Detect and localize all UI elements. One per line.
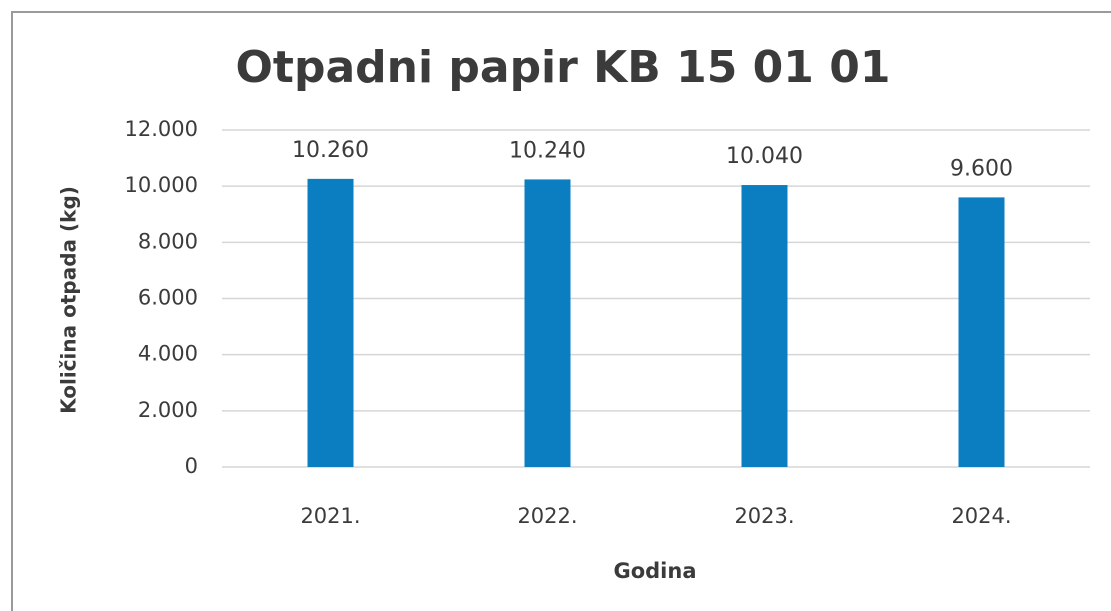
x-tick-label: 2021.: [300, 504, 360, 528]
y-tick-label: 12.000: [125, 117, 198, 141]
y-tick-label: 8.000: [138, 229, 198, 253]
data-label: 10.260: [292, 138, 369, 163]
chart-title: Otpadni papir KB 15 01 01: [236, 42, 891, 93]
y-tick-label: 4.000: [138, 342, 198, 366]
bar: [958, 197, 1005, 467]
y-tick-label: 10.000: [125, 173, 198, 197]
bar: [307, 178, 354, 468]
y-tick-label: 0: [185, 454, 198, 478]
data-label: 9.600: [950, 156, 1013, 181]
x-tick-label: 2022.: [517, 504, 577, 528]
x-axis-title: Godina: [613, 559, 696, 583]
bar: [741, 185, 788, 467]
chart-frame: [11, 11, 1111, 611]
y-tick-label: 2.000: [138, 398, 198, 422]
y-axis-title: Količina otpada (kg): [57, 186, 81, 414]
bar: [524, 179, 571, 467]
x-tick-label: 2023.: [734, 504, 794, 528]
y-tick-label: 6.000: [138, 286, 198, 310]
x-tick-label: 2024.: [951, 504, 1011, 528]
data-label: 10.040: [726, 144, 803, 169]
data-label: 10.240: [509, 138, 586, 163]
